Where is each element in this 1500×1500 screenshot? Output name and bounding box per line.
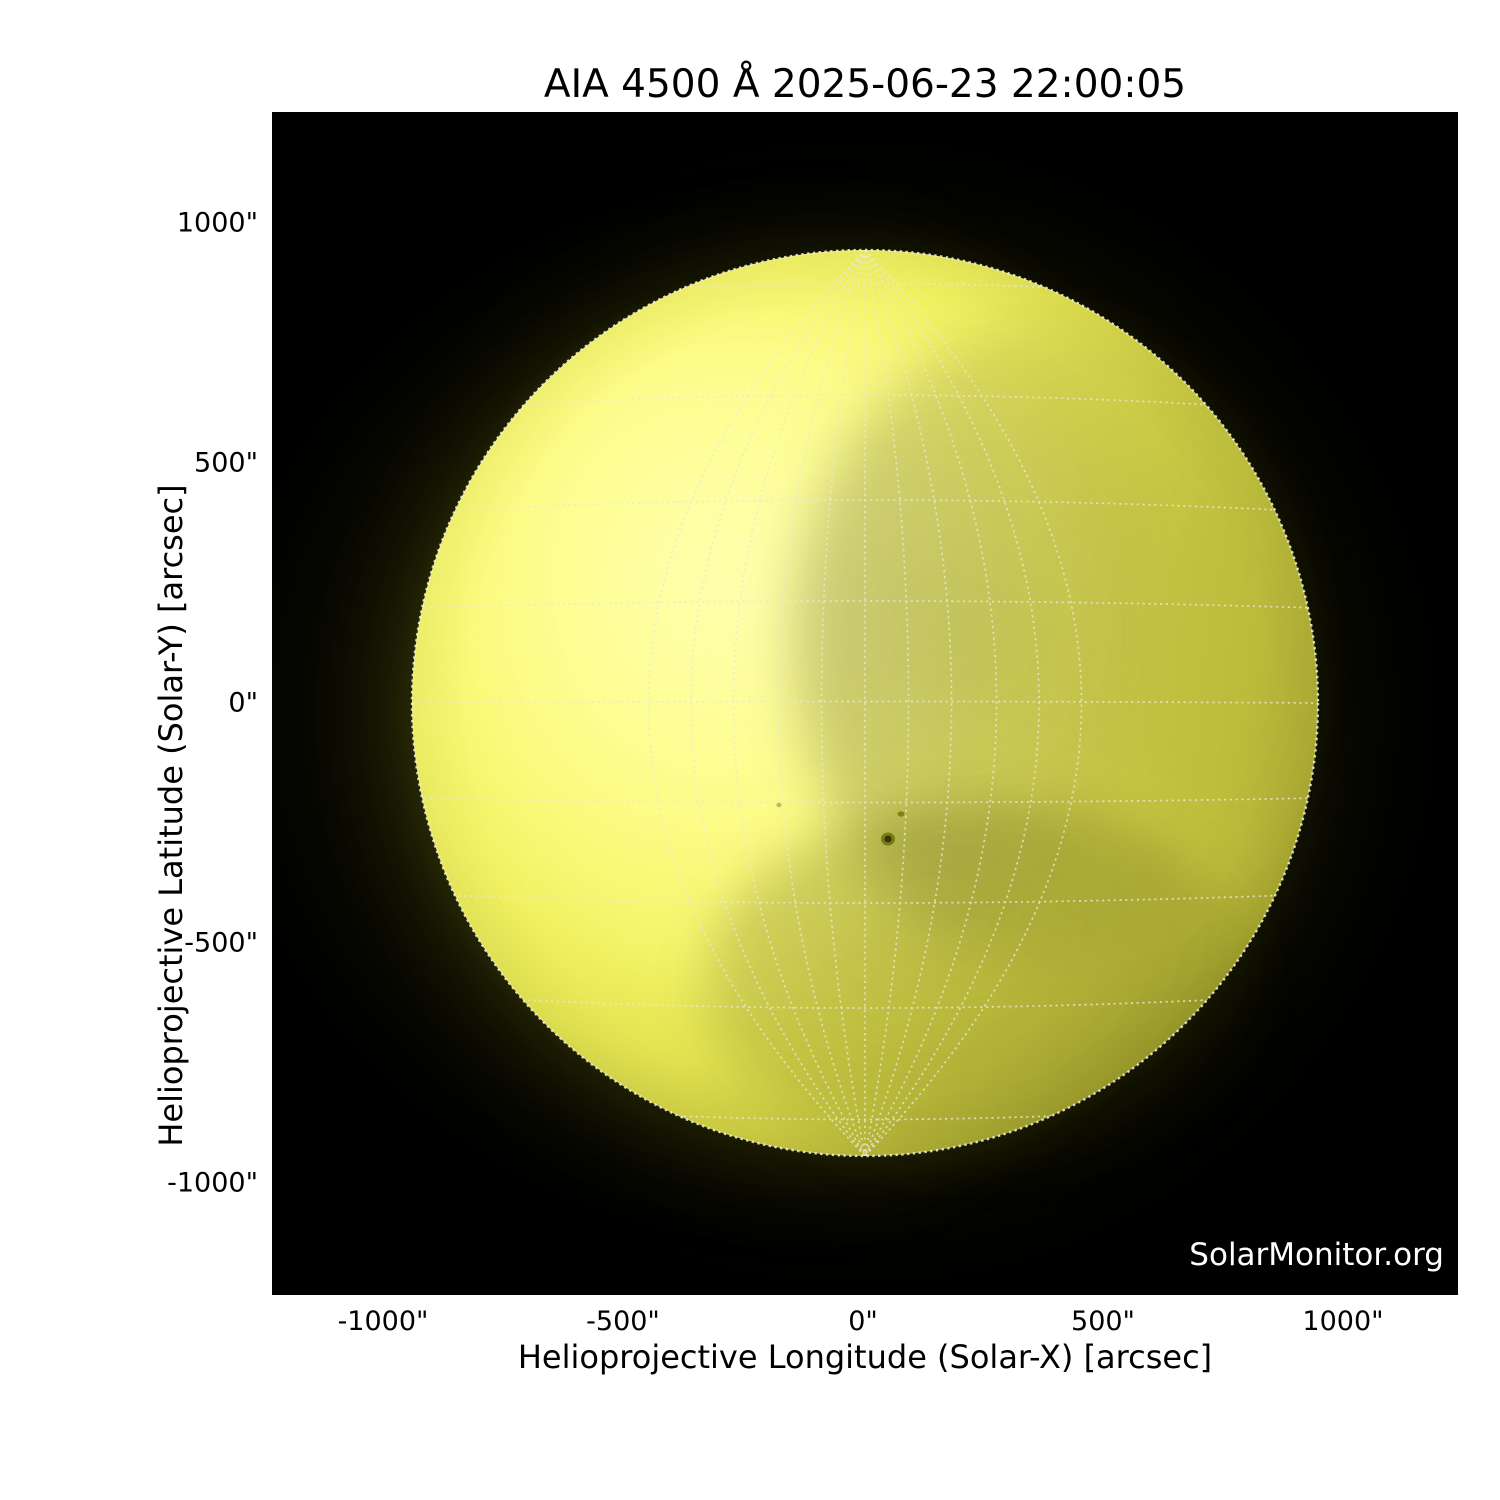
watermark-label: SolarMonitor.org	[1189, 1237, 1444, 1273]
figure-title: AIA 4500 Å 2025-06-23 22:00:05	[543, 62, 1187, 107]
y-tick-label-1: 500"	[194, 447, 258, 479]
sunspot-small	[897, 811, 905, 817]
grid-lines	[412, 250, 1318, 1156]
x-tick-mark-2	[863, 1294, 864, 1295]
x-tick-label-3: 500"	[1071, 1306, 1135, 1337]
y-tick-label-3: -500"	[184, 927, 258, 959]
x-tick-mark-0	[383, 1294, 384, 1295]
sunspot-main-umbra	[884, 835, 892, 843]
x-tick-label-0: -1000"	[337, 1306, 429, 1337]
y-tick-label-0: 1000"	[176, 207, 258, 239]
solar-limb-outline	[410, 248, 1320, 1158]
x-axis-title: Helioprojective Longitude (Solar-X) [arc…	[517, 1338, 1213, 1376]
heliographic-grid	[410, 248, 1320, 1158]
x-tick-mark-3	[1103, 1294, 1104, 1295]
x-tick-label-1: -500"	[586, 1306, 660, 1337]
y-axis-title-wrapper: Helioprojective Latitude (Solar-Y) [arcs…	[152, 112, 204, 1295]
y-axis-title: Helioprojective Latitude (Solar-Y) [arcs…	[152, 484, 190, 1147]
x-tick-mark-1	[623, 1294, 624, 1295]
plot-area[interactable]: SolarMonitor.org	[272, 112, 1458, 1295]
sunspot-group	[776, 802, 905, 846]
x-tick-label-2: 0"	[848, 1306, 878, 1337]
longitude-lines	[647, 250, 1083, 1156]
y-tick-label-2: 0"	[228, 687, 258, 719]
x-tick-label-4: 1000"	[1302, 1306, 1384, 1337]
sunspot-faint	[776, 802, 782, 808]
x-tick-mark-4	[1343, 1294, 1344, 1295]
y-tick-label-4: -1000"	[167, 1167, 258, 1199]
